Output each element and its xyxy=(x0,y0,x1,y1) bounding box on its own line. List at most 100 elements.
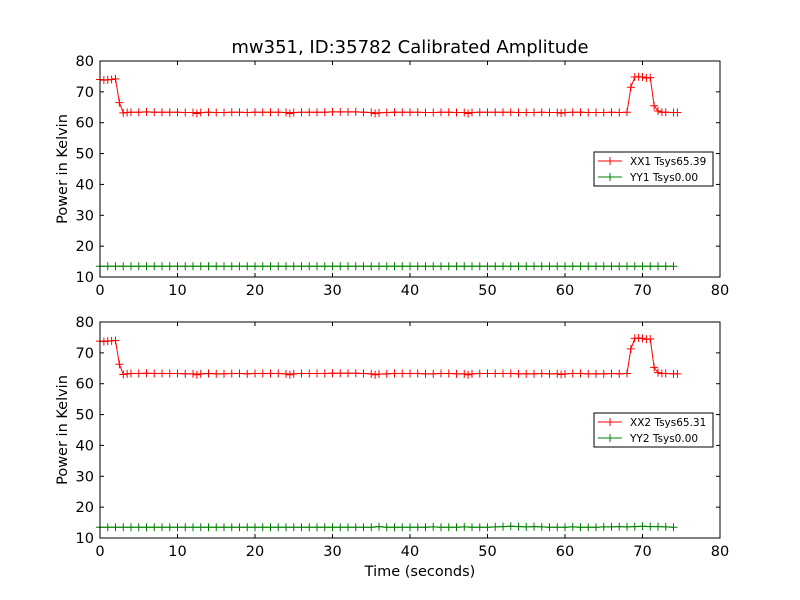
data-point xyxy=(599,262,608,271)
data-point xyxy=(142,369,151,378)
data-point xyxy=(452,108,461,117)
data-point xyxy=(460,522,469,531)
data-point xyxy=(266,108,275,117)
x-tick-label: 20 xyxy=(246,283,264,299)
data-point xyxy=(669,262,678,271)
x-tick-label: 10 xyxy=(168,283,186,299)
data-point xyxy=(421,369,430,378)
y-tick-label: 10 xyxy=(76,531,94,547)
data-point xyxy=(111,336,120,345)
data-point xyxy=(336,523,345,532)
data-point xyxy=(220,523,228,532)
data-point xyxy=(561,262,569,271)
data-point xyxy=(344,369,352,378)
data-point xyxy=(557,370,566,379)
data-point xyxy=(258,262,267,271)
data-point xyxy=(650,101,659,110)
data-point xyxy=(599,522,608,531)
data-point xyxy=(530,522,538,531)
data-point xyxy=(390,369,399,378)
data-point xyxy=(638,522,647,531)
x-tick-label: 50 xyxy=(478,283,496,299)
data-point xyxy=(382,108,391,117)
data-point xyxy=(150,523,159,532)
data-point xyxy=(320,108,329,117)
data-point xyxy=(212,523,221,532)
data-point xyxy=(196,523,205,532)
data-point xyxy=(127,523,135,532)
data-point xyxy=(111,523,120,532)
data-point xyxy=(375,522,383,531)
data-point xyxy=(320,523,329,532)
data-point xyxy=(204,108,213,117)
data-point xyxy=(189,262,197,271)
data-point xyxy=(375,370,383,379)
data-point xyxy=(545,523,554,532)
data-point xyxy=(285,370,294,379)
data-point xyxy=(115,360,124,369)
data-point xyxy=(421,262,430,271)
y-axis-label: Power in Kelvin xyxy=(55,114,71,224)
data-point xyxy=(491,369,500,378)
data-point xyxy=(196,369,205,378)
data-point xyxy=(444,369,453,378)
data-point xyxy=(359,108,368,117)
data-point xyxy=(227,523,236,532)
x-axis-label: Time (seconds) xyxy=(364,564,476,580)
legend-marker xyxy=(606,157,614,165)
data-point xyxy=(127,262,135,271)
data-point xyxy=(615,262,624,271)
data-point xyxy=(646,334,655,343)
data-point xyxy=(212,369,221,378)
data-point xyxy=(103,262,112,271)
data-point xyxy=(390,262,399,271)
data-point xyxy=(576,523,585,532)
data-point xyxy=(196,108,205,117)
data-point xyxy=(134,369,143,378)
data-point xyxy=(545,262,554,271)
data-point xyxy=(568,522,577,531)
data-point xyxy=(561,369,569,378)
data-point xyxy=(499,522,507,531)
data-point xyxy=(107,75,116,84)
data-point xyxy=(150,369,159,378)
y-axis-label: Power in Kelvin xyxy=(55,375,71,485)
series-1 xyxy=(96,72,682,118)
data-point xyxy=(371,370,380,379)
data-point xyxy=(390,523,399,532)
y-tick-label: 20 xyxy=(76,500,94,516)
data-point xyxy=(313,523,321,532)
data-point xyxy=(336,262,345,271)
data-point xyxy=(359,523,368,532)
data-point xyxy=(522,522,531,531)
data-point xyxy=(359,262,368,271)
data-point xyxy=(119,523,128,532)
data-point xyxy=(437,523,445,532)
data-point xyxy=(429,108,438,117)
data-point xyxy=(196,262,205,271)
data-point xyxy=(274,108,283,117)
data-point xyxy=(553,262,562,271)
data-point xyxy=(452,369,461,378)
data-point xyxy=(258,108,267,117)
data-point xyxy=(111,262,120,271)
x-tick-label: 0 xyxy=(95,283,104,299)
x-tick-label: 30 xyxy=(323,544,341,560)
data-point xyxy=(522,108,531,117)
data-point xyxy=(204,369,213,378)
data-point xyxy=(189,523,197,532)
data-point xyxy=(468,523,476,532)
data-point xyxy=(537,262,546,271)
data-point xyxy=(650,363,659,372)
data-point xyxy=(173,108,182,117)
data-point xyxy=(398,523,407,532)
data-point xyxy=(429,369,438,378)
data-point xyxy=(646,73,655,82)
data-point xyxy=(530,262,538,271)
data-point xyxy=(452,523,461,532)
data-point xyxy=(491,262,500,271)
data-point xyxy=(382,369,391,378)
data-point xyxy=(158,262,166,271)
legend-label: XX1 Tsys65.39 xyxy=(630,156,706,168)
